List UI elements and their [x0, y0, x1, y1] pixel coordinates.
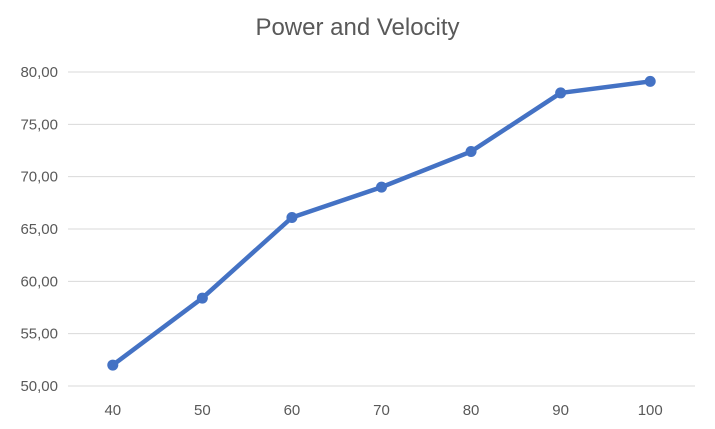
- x-tick-label: 70: [373, 402, 390, 419]
- x-axis-ticks: 40 50 60 70 80 90 100: [104, 402, 662, 419]
- x-tick-label: 80: [463, 402, 480, 419]
- x-tick-label: 60: [284, 402, 301, 419]
- chart-title: Power and Velocity: [255, 14, 460, 41]
- y-tick-label: 70,00: [20, 169, 58, 186]
- y-tick-label: 60,00: [20, 273, 58, 290]
- data-point: [286, 211, 298, 223]
- y-tick-label: 65,00: [20, 221, 58, 238]
- x-tick-label: 40: [104, 402, 121, 419]
- data-point: [376, 181, 387, 193]
- series-group: [107, 75, 656, 371]
- x-tick-label: 50: [194, 402, 211, 419]
- y-tick-label: 50,00: [20, 378, 58, 395]
- y-axis-ticks: 50,00 55,00 60,00 65,00 70,00 75,00 80,00: [20, 64, 58, 395]
- data-point: [465, 146, 477, 158]
- data-point: [644, 75, 656, 87]
- y-tick-label: 75,00: [20, 116, 58, 133]
- x-tick-label: 90: [552, 402, 569, 419]
- data-point: [196, 292, 208, 304]
- gridlines: [68, 71, 695, 387]
- x-tick-label: 100: [638, 402, 663, 419]
- y-tick-label: 80,00: [20, 64, 58, 81]
- data-point: [555, 87, 567, 99]
- data-point: [107, 359, 119, 371]
- y-tick-label: 55,00: [20, 326, 58, 343]
